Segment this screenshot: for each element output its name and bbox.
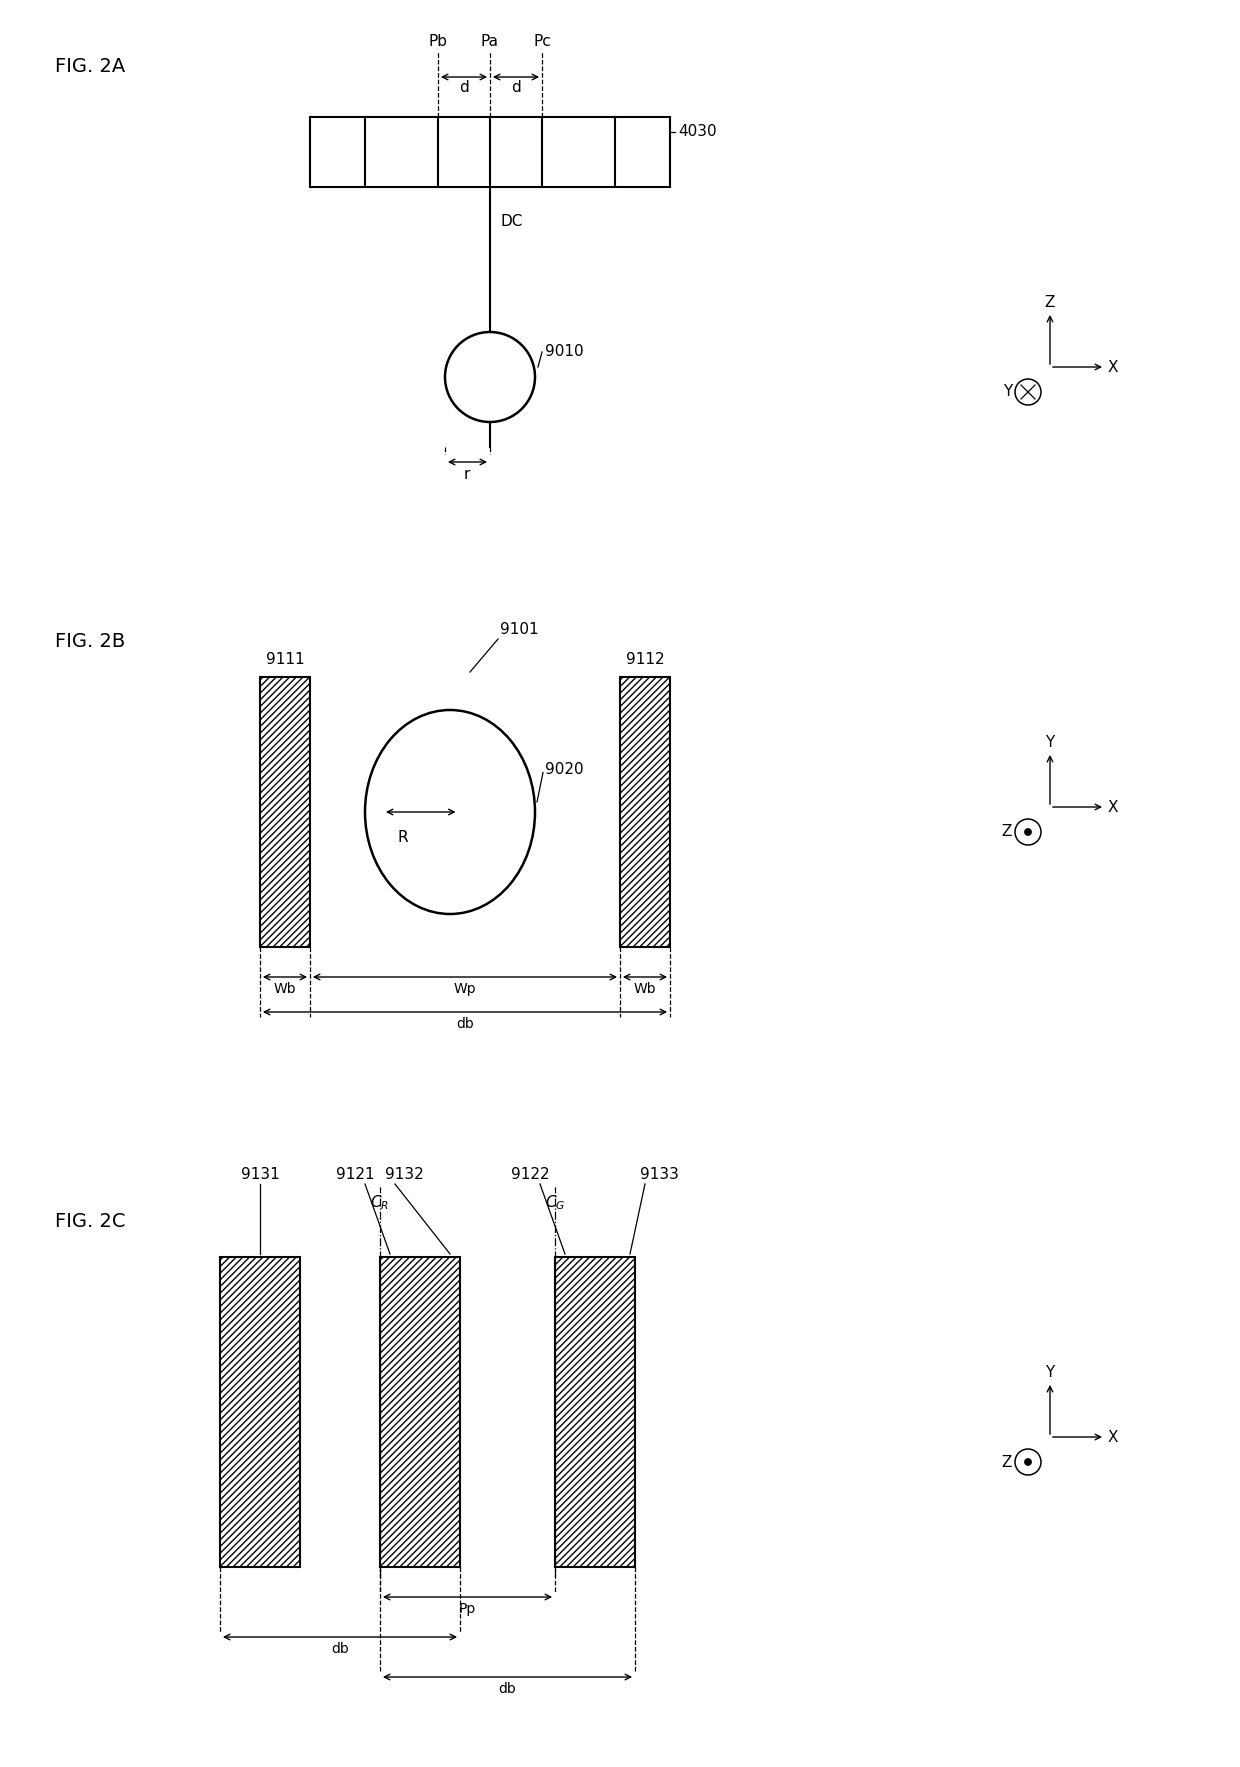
Text: Pp: Pp — [459, 1603, 476, 1617]
Circle shape — [1016, 378, 1042, 405]
Text: 9131: 9131 — [241, 1166, 279, 1182]
Text: Z: Z — [1002, 825, 1012, 839]
Circle shape — [445, 332, 534, 422]
Ellipse shape — [365, 710, 534, 914]
Text: Wp: Wp — [454, 982, 476, 997]
Circle shape — [1016, 1449, 1042, 1475]
Bar — [620, 677, 670, 947]
Text: Pb: Pb — [429, 34, 448, 49]
Text: d: d — [459, 80, 469, 95]
Text: FIG. 2A: FIG. 2A — [55, 57, 125, 76]
Bar — [556, 1256, 635, 1567]
Text: d: d — [511, 80, 521, 95]
Text: 9020: 9020 — [546, 762, 584, 777]
Text: DC: DC — [500, 214, 522, 230]
Text: X: X — [1109, 359, 1118, 375]
Text: Z: Z — [1002, 1454, 1012, 1470]
Text: 9101: 9101 — [500, 622, 538, 636]
Text: 9133: 9133 — [640, 1166, 678, 1182]
Bar — [379, 1256, 460, 1567]
Circle shape — [1024, 1458, 1032, 1465]
Circle shape — [1016, 818, 1042, 845]
Text: 9112: 9112 — [626, 652, 665, 666]
Text: R: R — [398, 830, 408, 845]
Text: 9122: 9122 — [511, 1166, 551, 1182]
Text: $C_G$: $C_G$ — [544, 1193, 565, 1212]
Text: 9010: 9010 — [546, 345, 584, 359]
Text: FIG. 2C: FIG. 2C — [55, 1212, 125, 1232]
Text: 4030: 4030 — [678, 124, 717, 140]
Text: Y: Y — [1045, 735, 1055, 749]
Text: Y: Y — [1003, 385, 1012, 399]
Text: 9111: 9111 — [265, 652, 304, 666]
Text: db: db — [498, 1682, 516, 1696]
Text: Pa: Pa — [481, 34, 498, 49]
Text: r: r — [464, 466, 470, 482]
Circle shape — [1024, 829, 1032, 836]
Text: Wb: Wb — [274, 982, 296, 997]
Bar — [219, 1256, 300, 1567]
Text: Wb: Wb — [634, 982, 656, 997]
Text: X: X — [1109, 799, 1118, 815]
Text: $C_R$: $C_R$ — [371, 1193, 389, 1212]
Text: Y: Y — [1045, 1364, 1055, 1380]
Text: Z: Z — [1045, 295, 1055, 309]
Text: db: db — [331, 1642, 348, 1656]
Text: 9121: 9121 — [336, 1166, 374, 1182]
Bar — [260, 677, 310, 947]
Text: X: X — [1109, 1430, 1118, 1444]
Text: db: db — [456, 1018, 474, 1030]
Text: 9132: 9132 — [384, 1166, 424, 1182]
Text: Pc: Pc — [533, 34, 551, 49]
Text: FIG. 2B: FIG. 2B — [55, 633, 125, 650]
